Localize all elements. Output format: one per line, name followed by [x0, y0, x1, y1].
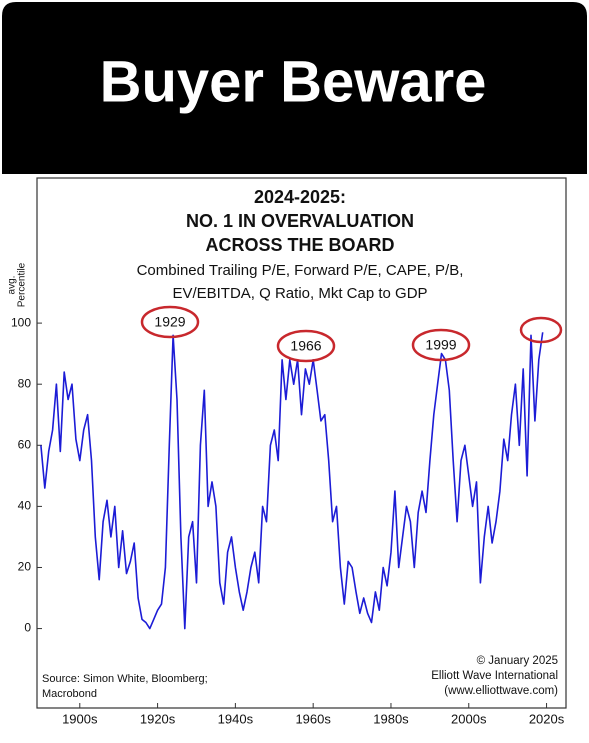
y-tick-label: 80 — [18, 376, 32, 390]
header-banner — [2, 2, 587, 174]
annotation-label: 1999 — [425, 337, 456, 353]
chart-subtitle: Combined Trailing P/E, Forward P/E, CAPE… — [137, 262, 464, 279]
y-tick-label: 40 — [18, 499, 32, 513]
annotation-circle — [276, 329, 336, 363]
x-tick-label: 1920s — [140, 711, 176, 726]
chart-subtitle: EV/EBITDA, Q Ratio, Mkt Cap to GDP — [172, 285, 427, 302]
annotation-label: 1929 — [154, 314, 185, 330]
chart-frame — [36, 177, 567, 709]
annotation-circle — [140, 305, 200, 339]
source-note: Source: Simon White, Bloomberg; — [42, 673, 208, 685]
source-note: Macrobond — [42, 688, 97, 700]
x-tick-label: 2020s — [529, 711, 565, 726]
y-tick-label: 100 — [11, 315, 31, 329]
x-tick-label: 1960s — [295, 711, 331, 726]
chart-title: NO. 1 IN OVERVALUATION — [186, 211, 414, 231]
annotation-circle — [411, 328, 471, 362]
x-tick-label: 1980s — [373, 711, 409, 726]
credit-note: Elliott Wave International — [431, 670, 558, 682]
y-axis-label: avg. — [7, 276, 18, 295]
header-title: Buyer Beware — [100, 49, 487, 114]
x-tick-label: 1940s — [218, 711, 254, 726]
y-tick-label: 20 — [18, 560, 32, 574]
y-tick-label: 0 — [24, 621, 31, 635]
y-axis-label: Percentile — [17, 262, 28, 307]
credit-note: © January 2025 — [477, 655, 558, 667]
x-tick-label: 1900s — [62, 711, 98, 726]
annotation-circle — [519, 316, 563, 344]
chart-title: 2024-2025: — [254, 187, 346, 207]
annotation-label: 1966 — [290, 338, 321, 354]
x-tick-label: 2000s — [451, 711, 487, 726]
credit-note: (www.elliottwave.com) — [444, 685, 558, 697]
data-line — [40, 332, 544, 630]
chart-title: ACROSS THE BOARD — [205, 235, 394, 255]
y-tick-label: 60 — [18, 437, 32, 451]
